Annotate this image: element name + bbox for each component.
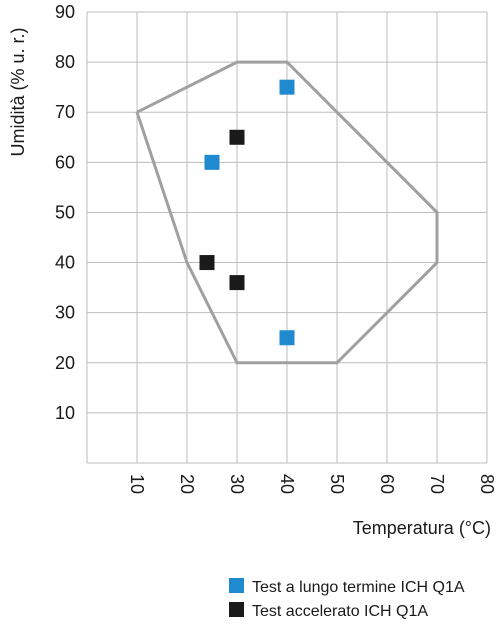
x-tick-label: 20 [177,474,197,494]
grid [86,11,488,464]
data-points [199,79,295,346]
x-tick-label: 40 [277,474,297,494]
x-tick-label: 70 [427,474,447,494]
x-tick-label: 80 [477,474,497,494]
x-tick-label: 60 [377,474,397,494]
climate-region-outline [135,60,439,365]
x-tick-label: 30 [227,474,247,494]
region [135,60,439,365]
long-term-test-point [204,154,220,170]
long-term-test-point [279,79,295,95]
legend-label: Test a lungo termine ICH Q1A [252,579,465,596]
accelerated-test-point [199,255,215,271]
y-tick-label: 90 [55,2,75,22]
y-tick-label: 80 [55,52,75,72]
y-tick-label: 10 [55,403,75,423]
x-tick-labels: 10 20 30 40 50 60 70 80 [127,474,497,494]
y-tick-label: 40 [55,253,75,273]
accelerated-test-point [229,129,245,145]
y-tick-label: 20 [55,353,75,373]
y-tick-label: 70 [55,102,75,122]
x-axis-title: Temperatura (°C) [353,518,491,538]
y-axis-title: Umidità (% u. r.) [8,27,28,156]
y-tick-label: 60 [55,152,75,172]
accelerated-test-point [229,275,245,291]
legend: Test a lungo termine ICH Q1A Test acceler… [229,578,465,620]
y-tick-label: 30 [55,303,75,323]
x-tick-label: 50 [327,474,347,494]
legend-swatch [229,602,244,617]
x-tick-label: 10 [127,474,147,494]
y-tick-labels: 10 20 30 40 50 60 70 80 90 [55,2,75,423]
legend-swatch [229,578,244,593]
y-tick-label: 50 [55,202,75,222]
legend-label: Test accelerato ICH Q1A [252,603,428,620]
long-term-test-point [279,330,295,346]
